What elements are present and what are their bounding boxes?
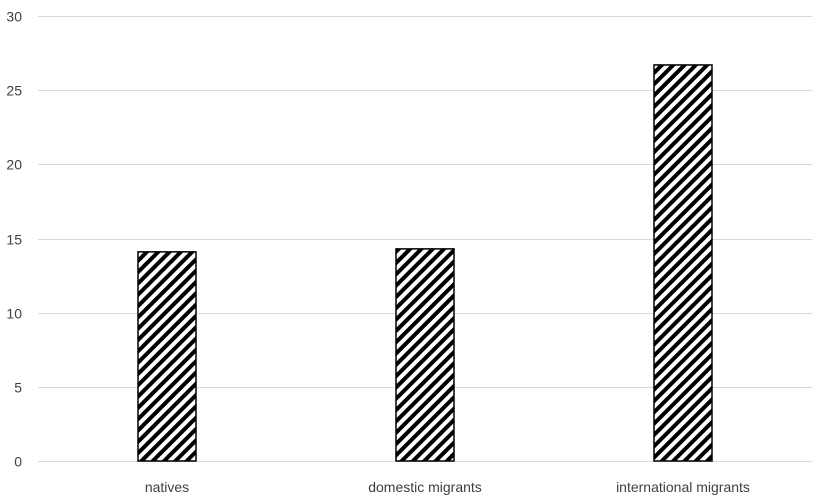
- y-tick-label: 30: [6, 9, 22, 25]
- x-category-label: natives: [145, 479, 189, 495]
- y-tick-label: 25: [6, 83, 22, 99]
- y-axis-tick-labels: 0 5 10 15 20 25 30: [6, 9, 22, 470]
- bar-international-migrants: [653, 64, 713, 462]
- x-category-label: domestic migrants: [368, 479, 482, 495]
- y-tick-label: 0: [14, 454, 22, 470]
- y-tick-label: 10: [6, 306, 22, 322]
- bar-domestic-migrants: [395, 248, 455, 462]
- bars: [137, 64, 713, 462]
- y-tick-label: 5: [14, 380, 22, 396]
- y-tick-label: 15: [6, 232, 22, 248]
- y-tick-label: 20: [6, 157, 22, 173]
- x-axis-category-labels: natives domestic migrants international mi…: [145, 479, 750, 495]
- x-category-label: international migrants: [616, 479, 750, 495]
- bar-natives: [137, 251, 197, 462]
